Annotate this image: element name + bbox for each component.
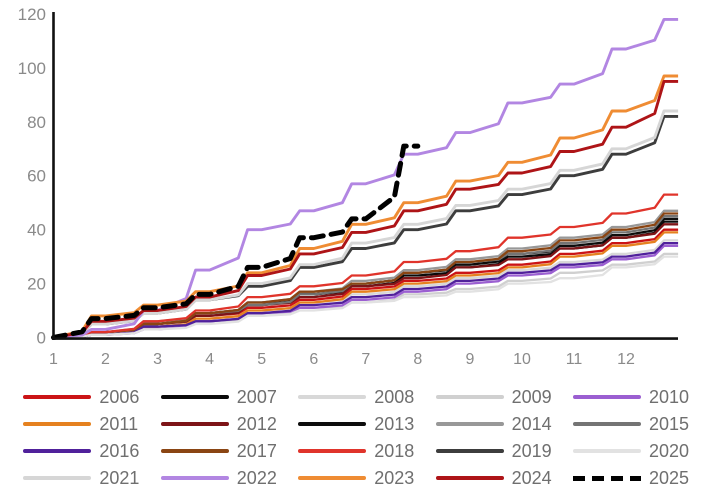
series-line-2016 (53, 241, 679, 339)
legend-swatch-2023 (298, 476, 367, 480)
x-tick-label-10: 10 (513, 351, 531, 368)
series-line-2018 (53, 193, 679, 339)
series-line-2020 (53, 255, 679, 339)
legend-label-2011: 2011 (99, 414, 139, 434)
x-tick-label-12: 12 (617, 351, 635, 368)
x-tick-label-4: 4 (205, 351, 214, 368)
legend-swatch-2007 (160, 395, 229, 399)
legend-label-2020: 2020 (649, 441, 690, 461)
legend-swatch-2015 (573, 422, 641, 426)
legend: 2006 2007 2008 2009 2010 2011 2012 2013 2014 2015… (14, 388, 691, 487)
x-tick-label-9: 9 (465, 351, 474, 368)
legend-item-2009: 2009 (426, 388, 553, 406)
legend-item-2006: 2006 (14, 388, 141, 406)
legend-item-2022: 2022 (151, 469, 278, 487)
series-line-2024 (53, 79, 679, 339)
legend-label-2024: 2024 (511, 468, 552, 488)
legend-label-2025: 2025 (649, 468, 690, 488)
x-tick-label-11: 11 (566, 351, 583, 368)
legend-swatch-2008 (298, 395, 367, 399)
legend-label-2019: 2019 (511, 441, 552, 461)
y-tick-label-120: 120 (18, 5, 46, 24)
legend-swatch-2017 (160, 449, 229, 453)
legend-item-2021: 2021 (14, 469, 141, 487)
legend-swatch-2020 (573, 449, 641, 453)
legend-item-2013: 2013 (289, 415, 416, 433)
legend-label-2007: 2007 (236, 387, 277, 407)
legend-item-2008: 2008 (289, 388, 416, 406)
y-tick-label-80: 80 (27, 113, 46, 132)
legend-label-2015: 2015 (649, 414, 690, 434)
series-line-2025 (51, 143, 421, 340)
legend-item-2012: 2012 (151, 415, 278, 433)
legend-label-2006: 2006 (99, 387, 140, 407)
legend-item-2017: 2017 (151, 442, 278, 460)
legend-label-2009: 2009 (511, 387, 552, 407)
y-tick-label-40: 40 (27, 221, 46, 240)
x-tick-label-2: 2 (101, 351, 110, 368)
series-line-2021 (53, 109, 679, 339)
legend-label-2016: 2016 (99, 441, 140, 461)
legend-swatch-2009 (435, 395, 504, 399)
series-line-2017 (53, 212, 679, 339)
x-tick-label-6: 6 (309, 351, 318, 368)
legend-label-2023: 2023 (374, 468, 415, 488)
legend-label-2008: 2008 (374, 387, 415, 407)
legend-swatch-2018 (298, 449, 367, 453)
legend-swatch-2016 (23, 449, 92, 453)
legend-label-2018: 2018 (374, 441, 415, 461)
legend-item-2024: 2024 (426, 469, 553, 487)
legend-swatch-2011 (23, 422, 92, 426)
x-tick-label-1: 1 (49, 351, 58, 368)
y-axis-tick-labels: 0 20 40 60 80 100 120 (18, 5, 46, 348)
legend-swatch-2019 (435, 449, 504, 453)
legend-swatch-2012 (160, 422, 229, 426)
series-line-2014 (53, 209, 679, 339)
legend-item-2020: 2020 (564, 442, 691, 460)
legend-label-2010: 2010 (649, 387, 690, 407)
legend-item-2014: 2014 (426, 415, 553, 433)
legend-label-2013: 2013 (374, 414, 415, 434)
legend-swatch-2013 (298, 422, 367, 426)
legend-item-2016: 2016 (14, 442, 141, 460)
legend-item-2011: 2011 (14, 415, 141, 433)
legend-swatch-2006 (23, 395, 92, 399)
legend-label-2014: 2014 (511, 414, 552, 434)
series-layer (51, 17, 679, 340)
legend-swatch-2021 (23, 476, 92, 480)
y-tick-label-0: 0 (37, 329, 46, 348)
legend-item-2010: 2010 (564, 388, 691, 406)
series-line-2023 (53, 74, 679, 339)
legend-item-2023: 2023 (289, 469, 416, 487)
chart-area: 0 20 40 60 80 100 120 1 2 3 4 5 6 7 8 9 10 11 12 (18, 5, 679, 368)
legend-item-2025: 2025 (564, 469, 691, 487)
legend-item-2018: 2018 (289, 442, 416, 460)
x-tick-label-3: 3 (153, 351, 162, 368)
legend-item-2015: 2015 (564, 415, 691, 433)
x-tick-label-8: 8 (413, 351, 422, 368)
legend-swatch-2014 (435, 422, 504, 426)
legend-item-2019: 2019 (426, 442, 553, 460)
y-tick-label-20: 20 (27, 275, 46, 294)
legend-item-2007: 2007 (151, 388, 278, 406)
x-axis-tick-labels: 1 2 3 4 5 6 7 8 9 10 11 12 (49, 351, 635, 368)
legend-label-2017: 2017 (236, 441, 277, 461)
x-tick-label-5: 5 (257, 351, 266, 368)
legend-label-2012: 2012 (236, 414, 277, 434)
legend-label-2022: 2022 (236, 468, 277, 488)
x-tick-label-7: 7 (361, 351, 370, 368)
y-tick-label-100: 100 (18, 59, 46, 78)
legend-swatch-2022 (160, 476, 229, 480)
legend-label-2021: 2021 (99, 468, 140, 488)
legend-swatch-2024 (435, 476, 504, 480)
legend-swatch-2010 (573, 395, 641, 399)
y-tick-label-60: 60 (27, 167, 46, 186)
legend-swatch-2025 (573, 475, 641, 481)
